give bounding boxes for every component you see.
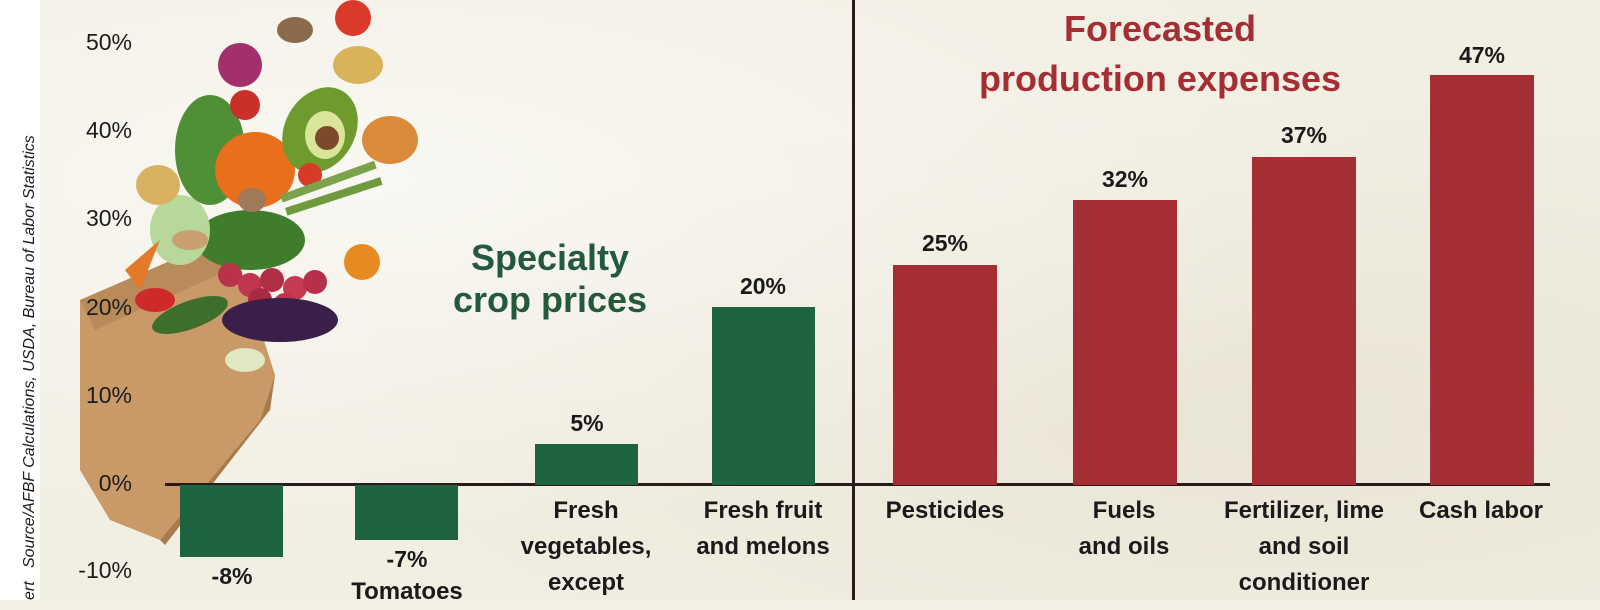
value-label: 25%	[921, 230, 969, 256]
section-divider	[852, 0, 855, 600]
expenses-title: Forecasted production expenses	[930, 4, 1390, 104]
category-line: Fuels	[1092, 497, 1156, 524]
value-label: 47%	[1458, 42, 1506, 68]
y-tick-10: 10%	[85, 382, 132, 408]
category-line: and soil	[1258, 533, 1350, 560]
specialty-title: Specialty crop prices	[420, 237, 680, 321]
category-label: Fuels and oils	[1024, 493, 1224, 565]
bar-tomatoes	[355, 485, 458, 540]
category-label: Fresh fruit and melons	[663, 493, 863, 565]
category-label: Cash labor	[1381, 493, 1581, 529]
category-line: vegetables,	[520, 533, 652, 560]
expenses-title-line-2: production expenses	[978, 58, 1342, 99]
category-line: Cash labor	[1418, 497, 1544, 524]
source-prefix: ert	[21, 581, 38, 600]
y-tick-40: 40%	[85, 117, 132, 143]
category-label: Fertilizer, lime and soil conditioner	[1204, 493, 1404, 601]
category-line: and melons	[696, 533, 830, 560]
bar-cash-labor	[1430, 75, 1534, 485]
bar-tree-nuts	[180, 485, 283, 557]
bar-pesticides	[893, 265, 997, 485]
y-tick-50: 50%	[85, 29, 132, 55]
value-label: 32%	[1101, 166, 1149, 192]
specialty-title-line-2: crop prices	[452, 279, 648, 320]
category-line: Pesticides	[885, 497, 1005, 524]
specialty-title-line-1: Specialty	[470, 237, 630, 278]
value-label: 5%	[570, 410, 604, 436]
category-line: Fresh	[553, 497, 619, 524]
y-tick-minus-10: -10%	[78, 557, 132, 583]
bar-fresh-fruit-melons	[712, 307, 815, 485]
bar-fresh-vegetables	[535, 444, 638, 485]
category-label: Pesticides	[845, 493, 1045, 529]
expenses-title-line-1: Forecasted	[1063, 8, 1257, 49]
category-label: Tomatoes	[351, 578, 463, 605]
value-label: -7%	[386, 546, 428, 572]
value-label: 37%	[1280, 122, 1328, 148]
y-tick-0: 0%	[98, 470, 132, 496]
value-label: 20%	[739, 273, 787, 299]
category-line: except	[547, 569, 625, 596]
source-note: ert Source/AFBF Calculations, USDA, Bure…	[20, 135, 40, 600]
category-label: Fresh vegetables, except	[486, 493, 686, 601]
category-line: conditioner	[1238, 569, 1370, 596]
category-line: Fertilizer, lime	[1223, 497, 1385, 524]
y-tick-20: 20%	[85, 294, 132, 320]
category-line: and oils	[1078, 533, 1170, 560]
source-strip: ert Source/AFBF Calculations, USDA, Bure…	[0, 0, 40, 600]
zero-baseline	[165, 483, 1550, 486]
source-label: Source/AFBF Calculations, USDA, Bureau o…	[21, 135, 38, 568]
category-line: Fresh fruit	[703, 497, 823, 524]
bar-fuels-oils	[1073, 200, 1177, 485]
y-tick-30: 30%	[85, 205, 132, 231]
value-label: -8%	[211, 563, 253, 589]
bar-fertilizer	[1252, 157, 1356, 485]
